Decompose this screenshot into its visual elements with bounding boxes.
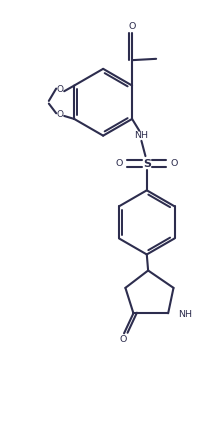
Text: O: O [128,22,136,31]
Text: NH: NH [178,310,192,319]
Text: O: O [119,335,127,344]
Text: O: O [116,159,123,168]
Text: O: O [171,159,178,168]
Text: O: O [57,85,64,94]
Text: S: S [143,159,151,169]
Text: O: O [57,110,64,119]
Text: NH: NH [135,131,148,140]
